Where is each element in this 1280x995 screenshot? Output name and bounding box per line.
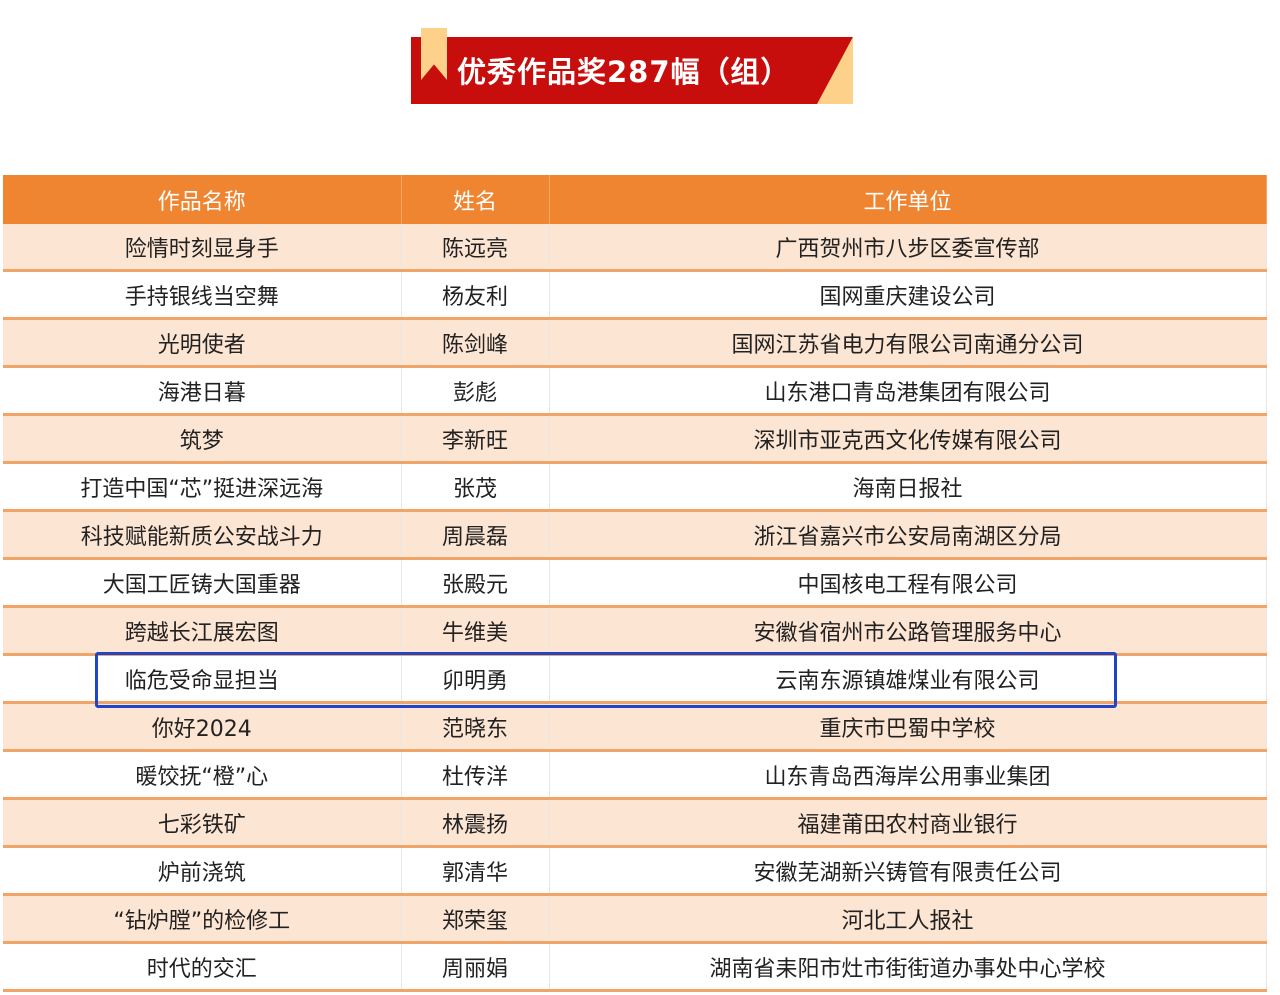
work-title: 暖饺抚“橙”心 [3,750,402,800]
table-row: 海港日暮 彭彪 山东港口青岛港集团有限公司 [3,366,1267,416]
employer: 中国核电工程有限公司 [549,558,1267,608]
employer: 重庆市巴蜀中学校 [549,702,1267,752]
employer: 安徽省宿州市公路管理服务中心 [549,606,1267,656]
employer: 安徽芜湖新兴铸管有限责任公司 [549,846,1267,896]
employer: 广西贺州市八步区委宣传部 [549,224,1267,272]
header-employer: 工作单位 [549,175,1267,224]
work-title: 炉前浇筑 [3,846,402,896]
work-title: 手持银线当空舞 [3,270,402,320]
table-row: 七彩铁矿 林震扬 福建莆田农村商业银行 [3,798,1267,848]
author-name: 周丽娟 [401,942,550,992]
table-row: 筑梦 李新旺 深圳市亚克西文化传媒有限公司 [3,414,1267,464]
table-row: 你好2024 范晓东 重庆市巴蜀中学校 [3,702,1267,752]
employer: 山东青岛西海岸公用事业集团 [549,750,1267,800]
author-name: 彭彪 [401,366,550,416]
author-name: 郑荣玺 [401,894,550,944]
author-name: 郭清华 [401,846,550,896]
table-header: 作品名称 姓名 工作单位 [3,175,1267,224]
work-title: 跨越长江展宏图 [3,606,402,656]
work-title: 科技赋能新质公安战斗力 [3,510,402,560]
table-row: 临危受命显担当 卯明勇 云南东源镇雄煤业有限公司 [3,654,1267,704]
author-name: 张茂 [401,462,550,512]
table-row: 暖饺抚“橙”心 杜传洋 山东青岛西海岸公用事业集团 [3,750,1267,800]
table-row: 跨越长江展宏图 牛维美 安徽省宿州市公路管理服务中心 [3,606,1267,656]
table-row: 光明使者 陈剑峰 国网江苏省电力有限公司南通分公司 [3,318,1267,368]
author-name: 李新旺 [401,414,550,464]
section-banner: 优秀作品奖287幅（组） [411,28,853,104]
work-title: 海港日暮 [3,366,402,416]
author-name: 范晓东 [401,702,550,752]
work-title: 打造中国“芯”挺进深远海 [3,462,402,512]
work-title: “钻炉膛”的检修工 [3,894,402,944]
work-title: 时代的交汇 [3,942,402,992]
table-row: “钻炉膛”的检修工 郑荣玺 河北工人报社 [3,894,1267,944]
author-name: 卯明勇 [401,654,550,704]
employer: 国网江苏省电力有限公司南通分公司 [549,318,1267,368]
employer: 深圳市亚克西文化传媒有限公司 [549,414,1267,464]
author-name: 陈剑峰 [401,318,550,368]
work-title: 筑梦 [3,414,402,464]
table-row: 科技赋能新质公安战斗力 周晨磊 浙江省嘉兴市公安局南湖区分局 [3,510,1267,560]
banner-title: 优秀作品奖287幅（组） [457,55,791,89]
table-row: 打造中国“芯”挺进深远海 张茂 海南日报社 [3,462,1267,512]
author-name: 林震扬 [401,798,550,848]
work-title: 险情时刻显身手 [3,224,402,272]
author-name: 张殿元 [401,558,550,608]
table-row: 炉前浇筑 郭清华 安徽芜湖新兴铸管有限责任公司 [3,846,1267,896]
employer: 海南日报社 [549,462,1267,512]
employer: 福建莆田农村商业银行 [549,798,1267,848]
employer: 国网重庆建设公司 [549,270,1267,320]
table-row: 大国工匠铸大国重器 张殿元 中国核电工程有限公司 [3,558,1267,608]
work-title: 临危受命显担当 [3,654,402,704]
table-row: 时代的交汇 周丽娟 湖南省耒阳市灶市街街道办事处中心学校 [3,942,1267,992]
table-row: 险情时刻显身手 陈远亮 广西贺州市八步区委宣传部 [3,224,1267,272]
author-name: 杨友利 [401,270,550,320]
employer: 云南东源镇雄煤业有限公司 [549,654,1267,704]
employer: 湖南省耒阳市灶市街街道办事处中心学校 [549,942,1267,992]
author-name: 陈远亮 [401,224,550,272]
header-name: 姓名 [401,175,550,224]
author-name: 杜传洋 [401,750,550,800]
work-title: 光明使者 [3,318,402,368]
awards-table: 作品名称 姓名 工作单位 险情时刻显身手 陈远亮 广西贺州市八步区委宣传部 手持银线当… [3,175,1267,992]
table-row: 手持银线当空舞 杨友利 国网重庆建设公司 [3,270,1267,320]
work-title: 大国工匠铸大国重器 [3,558,402,608]
work-title: 七彩铁矿 [3,798,402,848]
employer: 河北工人报社 [549,894,1267,944]
banner-background [411,37,853,104]
employer: 浙江省嘉兴市公安局南湖区分局 [549,510,1267,560]
author-name: 牛维美 [401,606,550,656]
employer: 山东港口青岛港集团有限公司 [549,366,1267,416]
header-work-title: 作品名称 [3,175,402,224]
work-title: 你好2024 [3,702,402,752]
author-name: 周晨磊 [401,510,550,560]
